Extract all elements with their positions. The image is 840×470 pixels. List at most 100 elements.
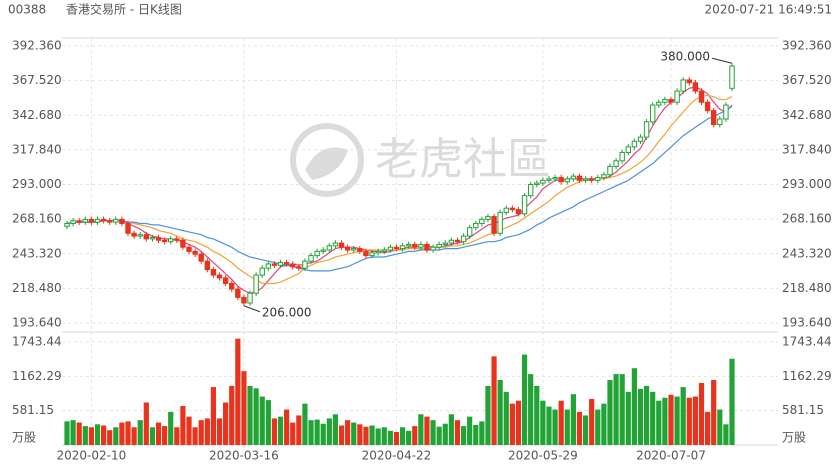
volume-bar <box>64 421 70 445</box>
candle-body <box>662 98 668 103</box>
volume-bar <box>576 411 583 445</box>
candle-body <box>723 104 729 120</box>
volume-bar <box>101 425 107 445</box>
volume-bar <box>467 416 473 445</box>
volume-bar <box>351 422 357 445</box>
volume-bar <box>723 424 729 445</box>
volume-bar <box>668 394 674 445</box>
volume-bar <box>375 428 381 445</box>
candle-body <box>192 250 198 255</box>
y-tick-label-right: 243.320 <box>782 246 832 260</box>
candle-body <box>210 269 217 276</box>
volume-bar <box>424 416 430 445</box>
candle-body <box>375 250 381 254</box>
volume-bar <box>515 400 522 445</box>
candle-body <box>143 234 150 240</box>
candle-body <box>674 90 680 103</box>
volume-bar <box>70 420 76 445</box>
candle-body <box>125 223 131 234</box>
volume-bar <box>521 354 528 445</box>
candle-body <box>369 252 375 257</box>
candle-body <box>235 288 241 298</box>
volume-bar <box>387 430 393 445</box>
candle-body <box>265 263 272 269</box>
y-tick-label-right: 268.160 <box>782 212 832 226</box>
candle-body <box>241 296 247 304</box>
candle-body <box>387 246 394 251</box>
volume-bar <box>265 400 271 445</box>
candle-body <box>94 218 101 223</box>
candle-body <box>259 267 265 276</box>
volume-bar <box>570 394 576 445</box>
volume-bar <box>448 414 454 445</box>
volume-bar <box>436 426 442 445</box>
x-tick-label: 2020-03-16 <box>209 449 279 463</box>
candle-body <box>113 218 119 223</box>
chart-title: 香港交易所 - 日K线图 <box>66 2 182 17</box>
volume-bar <box>137 420 143 445</box>
candle-body <box>64 223 70 227</box>
candle-body <box>283 262 290 265</box>
volume-bar <box>607 380 613 445</box>
volume-bar <box>546 406 552 445</box>
volume-bar <box>582 415 589 445</box>
candle-body <box>320 249 326 252</box>
candle-body <box>619 151 625 162</box>
volume-bar <box>186 416 192 445</box>
candle-body <box>442 242 448 245</box>
volume-bar <box>143 402 149 445</box>
candle-body <box>491 216 497 234</box>
volume-bar <box>149 427 156 445</box>
volume-bar <box>497 380 503 445</box>
volume-bar <box>528 374 534 445</box>
candle-body <box>308 255 314 262</box>
volume-bar <box>692 396 698 445</box>
volume-bar <box>345 420 351 445</box>
volume-bar <box>113 427 119 445</box>
volume-tick-label-right: 581.15 <box>782 403 824 417</box>
candle-body <box>168 238 174 243</box>
volume-bar <box>558 400 564 445</box>
y-tick-label: 317.840 <box>12 142 62 156</box>
volume-bar <box>174 427 180 445</box>
volume-bar <box>363 426 369 445</box>
volume-bar <box>271 418 278 445</box>
volume-bar <box>223 402 229 445</box>
candle-body <box>357 248 363 252</box>
candle-body <box>729 65 735 89</box>
volume-bar <box>308 420 314 445</box>
volume-unit: 万股 <box>12 431 36 445</box>
candle-body <box>338 242 345 248</box>
moving-average-line <box>66 105 733 272</box>
volume-bar <box>454 420 461 445</box>
candle-body <box>497 211 503 234</box>
volume-bar <box>674 396 680 445</box>
volume-bar <box>540 400 546 445</box>
candle-body <box>326 245 333 251</box>
volume-bar <box>277 416 284 445</box>
candle-body <box>216 274 223 279</box>
candle-body <box>564 178 570 183</box>
candle-body <box>698 90 705 103</box>
x-tick-label: 2020-07-07 <box>636 449 706 463</box>
volume-bar <box>479 421 485 445</box>
volume-bar <box>284 409 290 445</box>
candle-body <box>637 136 644 142</box>
watermark-logo <box>290 123 364 197</box>
volume-tick-label: 1743.44 <box>12 335 62 349</box>
candle-body <box>296 266 302 269</box>
volume-bar <box>619 374 625 445</box>
candle-body <box>332 242 339 247</box>
candle-body <box>399 245 406 250</box>
candle-body <box>70 220 76 225</box>
x-tick-label: 2020-05-29 <box>508 449 578 463</box>
volume-bar <box>460 426 467 445</box>
volume-bar <box>503 391 509 445</box>
moving-average-line <box>66 86 733 294</box>
candle-body <box>631 140 638 148</box>
candle-body <box>155 236 162 241</box>
volume-bar <box>613 374 619 445</box>
candle-body <box>521 195 528 215</box>
annotation-label: 206.000 <box>262 305 312 319</box>
candle-body <box>625 146 631 153</box>
